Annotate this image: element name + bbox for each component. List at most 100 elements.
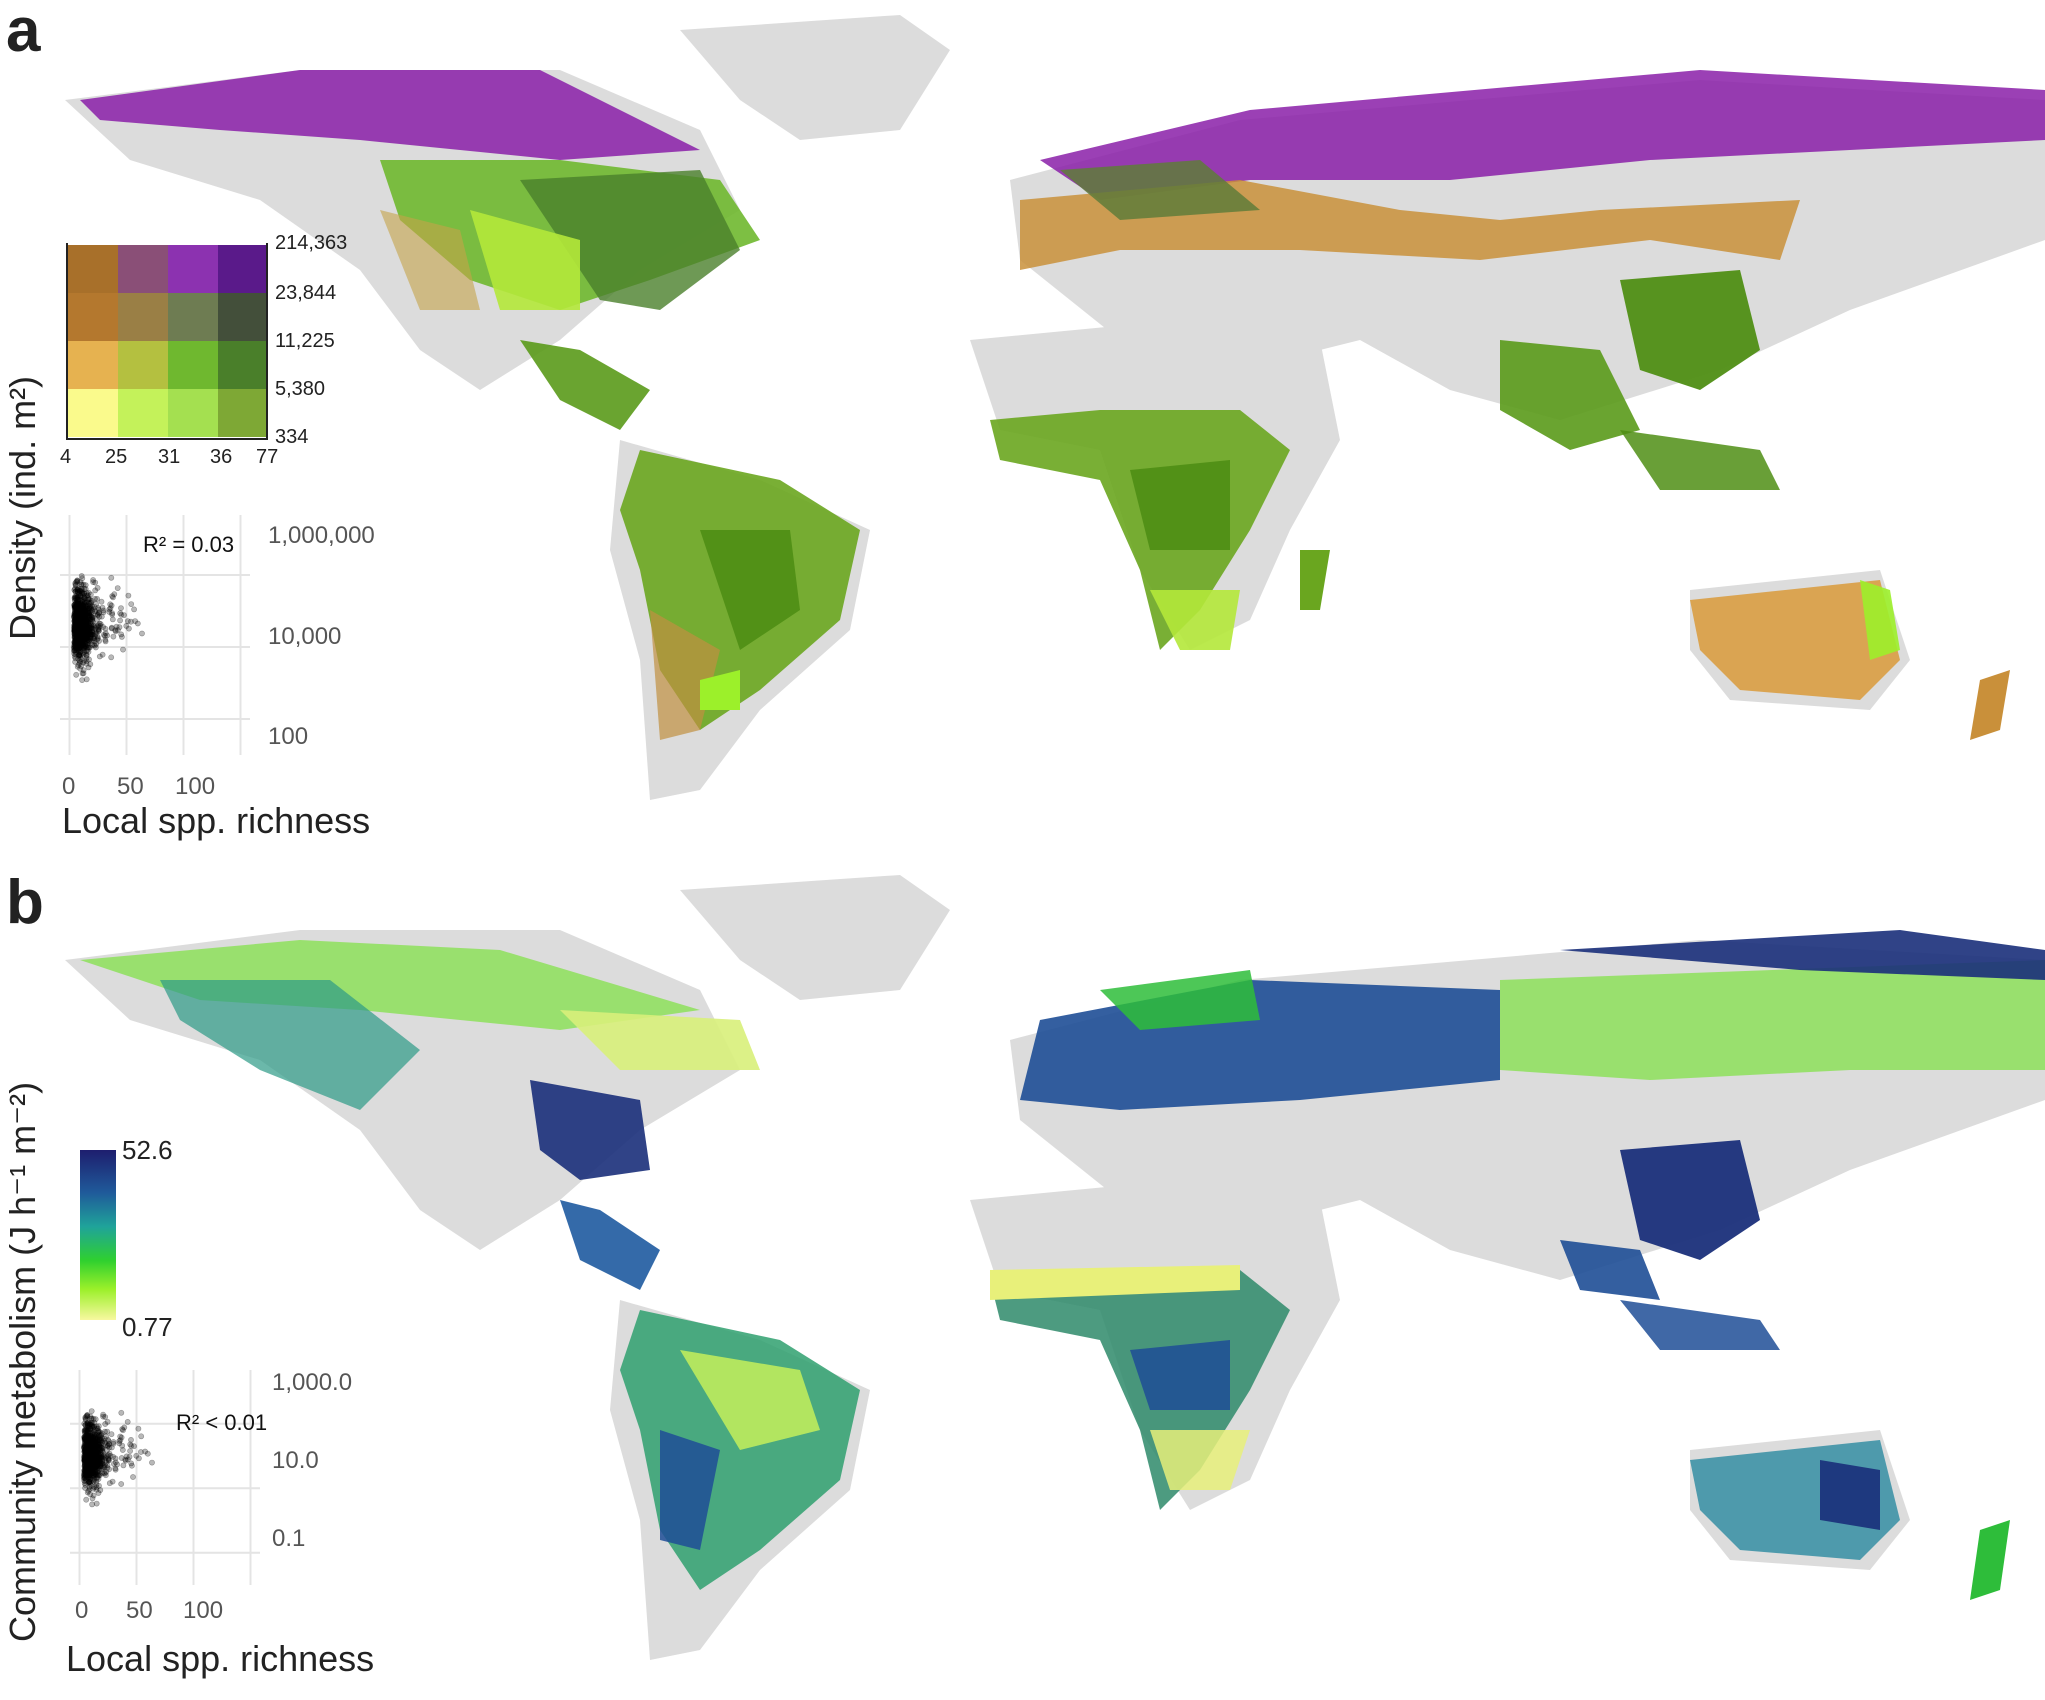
scatter-point	[88, 599, 95, 606]
scatter-point	[81, 617, 87, 624]
scatter-point	[74, 611, 81, 618]
scatter-point	[89, 1438, 96, 1445]
scatter-point	[76, 609, 83, 616]
scatter-point	[91, 1452, 98, 1459]
scatter-point	[81, 641, 88, 648]
scatter-point	[89, 1459, 96, 1466]
scatter-point	[97, 1459, 103, 1465]
scatter-point	[118, 605, 124, 611]
scatter-point	[109, 610, 115, 616]
scatter-point	[71, 587, 78, 593]
scatter-point	[106, 1440, 112, 1447]
scatter-point	[90, 1470, 97, 1477]
panel-label-b: b	[6, 868, 44, 937]
scatter-point	[81, 1436, 88, 1443]
scatter-point	[84, 1455, 91, 1462]
scatter-point	[89, 1450, 96, 1457]
scatter-point	[88, 624, 95, 631]
scatter-point	[81, 1457, 88, 1464]
scatter-point	[93, 1449, 100, 1456]
scatter-point	[87, 1469, 94, 1476]
scatter-point	[93, 1450, 100, 1457]
scatter-point	[81, 619, 88, 625]
scatter-point	[76, 638, 82, 645]
scatter-point	[109, 1478, 116, 1485]
scatter-point	[86, 1449, 93, 1456]
scatter-point	[81, 615, 88, 622]
scatter-point	[88, 1473, 95, 1480]
scatter-point	[96, 1434, 103, 1441]
scatter-point	[94, 616, 100, 623]
scatter-point	[89, 1465, 96, 1472]
scatter-point	[105, 1457, 112, 1464]
scatter-point	[87, 634, 94, 641]
scatter-point	[98, 1452, 105, 1459]
scatter-point	[79, 638, 86, 645]
scatter-point	[72, 639, 79, 646]
scatter-point	[110, 1440, 117, 1447]
scatter-point	[74, 613, 80, 619]
scatter-point	[86, 1468, 93, 1475]
legend-cell	[68, 341, 118, 389]
scatter-point	[85, 1426, 91, 1433]
scatter-point	[82, 635, 89, 642]
scatter-point	[72, 658, 78, 665]
scatter-point	[72, 647, 78, 653]
scatter-point	[83, 641, 90, 647]
scatter-point	[92, 1437, 99, 1444]
scatter-point	[84, 626, 91, 633]
scatter-point	[72, 606, 79, 612]
scatter-point	[86, 1470, 93, 1477]
scatter-point	[83, 676, 90, 683]
scatter-point	[85, 644, 92, 651]
scatter-point	[106, 1450, 113, 1457]
scatter-point	[85, 1470, 92, 1477]
scatter-point	[123, 1453, 130, 1460]
scatter-point	[90, 1451, 97, 1457]
scatter-point	[89, 625, 96, 632]
scatter-point	[85, 1460, 92, 1467]
scatter-point	[82, 1455, 88, 1462]
scatter-point	[90, 1424, 97, 1430]
scatter-point	[97, 1440, 104, 1446]
scatter-point	[79, 635, 85, 642]
scatter-point	[88, 616, 94, 623]
scatter-point	[71, 639, 78, 646]
scatter-point	[72, 615, 79, 621]
scatter-point	[72, 585, 78, 592]
scatter-point	[82, 636, 89, 643]
scatter-point	[81, 593, 88, 599]
scatter-point	[91, 1439, 98, 1445]
scatter-point	[72, 647, 78, 654]
scatter-point	[76, 618, 83, 624]
scatter-point	[89, 1431, 96, 1437]
scatter-point	[120, 1427, 126, 1434]
scatter-point	[79, 602, 86, 609]
scatter-point	[71, 639, 78, 645]
scatter-point	[81, 1475, 87, 1482]
scatter-point	[94, 1440, 101, 1447]
scatter-point	[106, 1466, 112, 1473]
scatter-point	[82, 624, 88, 631]
scatter-point	[125, 1456, 131, 1463]
scatter-point	[74, 605, 81, 612]
scatter-point	[81, 599, 88, 606]
scatter-point	[72, 615, 78, 622]
scatter-point	[77, 613, 83, 620]
scatter-point	[74, 625, 81, 632]
scatter-point	[128, 618, 134, 625]
scatter-point	[94, 1443, 101, 1450]
scatter-point	[73, 613, 80, 619]
scatter-point	[90, 1437, 97, 1444]
scatter-point	[89, 1448, 96, 1455]
scatter-point	[82, 607, 89, 614]
scatter-point	[71, 622, 78, 629]
scatter-point	[76, 616, 83, 623]
scatter-point	[75, 620, 82, 627]
scatter-point	[75, 592, 82, 599]
scatter-point	[80, 617, 87, 624]
scatter-point	[90, 1456, 97, 1462]
scatter-point	[81, 608, 88, 614]
scatter-point	[93, 1448, 100, 1454]
scatter-point	[72, 636, 78, 643]
